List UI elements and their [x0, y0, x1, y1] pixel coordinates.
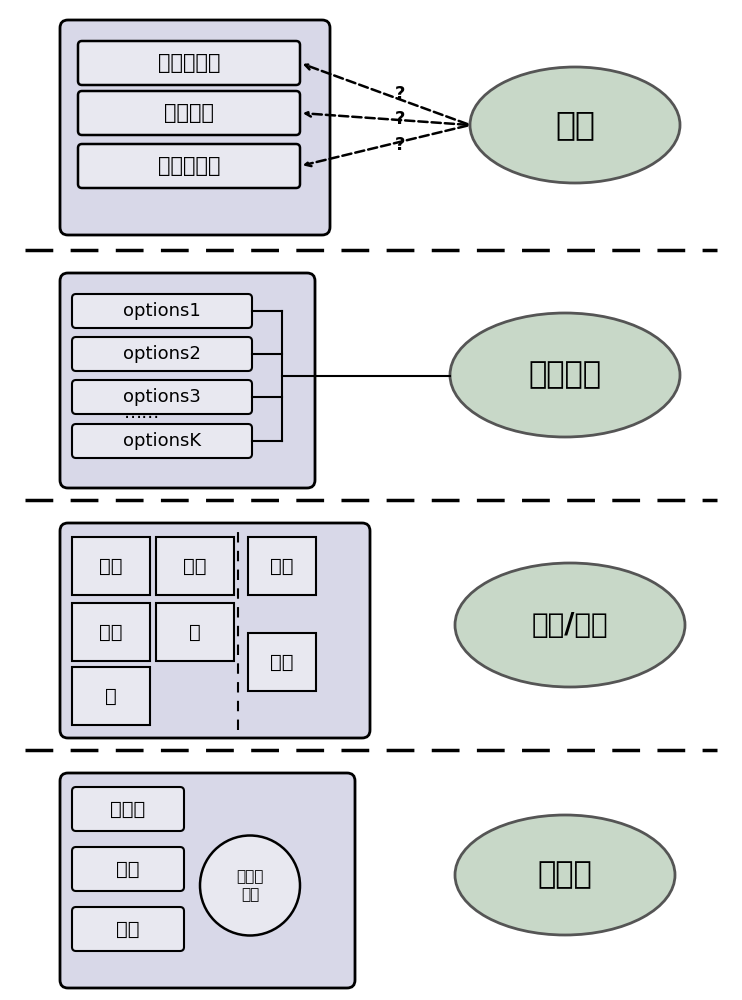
- FancyBboxPatch shape: [72, 847, 184, 891]
- FancyBboxPatch shape: [78, 91, 300, 135]
- Bar: [156, 603, 234, 661]
- Bar: [72, 667, 150, 725]
- FancyBboxPatch shape: [72, 380, 252, 414]
- FancyBboxPatch shape: [72, 424, 252, 458]
- Text: 关闭: 关闭: [183, 556, 207, 576]
- FancyBboxPatch shape: [60, 523, 370, 738]
- Bar: [72, 537, 150, 595]
- Text: 读: 读: [189, 622, 201, 642]
- Text: 注册/绑定: 注册/绑定: [532, 611, 608, 639]
- Text: options2: options2: [123, 345, 201, 363]
- Text: 写: 写: [105, 686, 117, 706]
- Text: ?: ?: [395, 110, 405, 128]
- Text: ……: ……: [124, 404, 160, 422]
- Text: options1: options1: [123, 302, 201, 320]
- Bar: [248, 633, 316, 691]
- Text: 周期性
监视: 周期性 监视: [236, 869, 263, 902]
- Text: 设备: 设备: [555, 108, 595, 141]
- FancyBboxPatch shape: [60, 20, 330, 235]
- Ellipse shape: [455, 815, 675, 935]
- Text: 设备抽象: 设备抽象: [528, 360, 602, 389]
- Text: 实例化: 实例化: [538, 860, 592, 890]
- Text: 卸载: 卸载: [116, 920, 139, 938]
- Circle shape: [200, 836, 300, 936]
- Text: optionsK: optionsK: [123, 432, 201, 450]
- FancyBboxPatch shape: [78, 41, 300, 85]
- FancyBboxPatch shape: [60, 273, 315, 488]
- Text: 操作: 操作: [116, 859, 139, 879]
- Text: 绑定: 绑定: [270, 556, 294, 576]
- Ellipse shape: [470, 67, 680, 183]
- Bar: [156, 537, 234, 595]
- FancyBboxPatch shape: [60, 773, 355, 988]
- Text: 块设备类: 块设备类: [164, 103, 214, 123]
- FancyBboxPatch shape: [72, 787, 184, 831]
- Text: 初始化: 初始化: [111, 800, 145, 818]
- Text: 注册: 注册: [270, 652, 294, 672]
- FancyBboxPatch shape: [78, 144, 300, 188]
- FancyBboxPatch shape: [72, 294, 252, 328]
- Text: 网络设备类: 网络设备类: [158, 156, 220, 176]
- Text: 控制: 控制: [99, 622, 122, 642]
- Text: options3: options3: [123, 388, 201, 406]
- Ellipse shape: [450, 313, 680, 437]
- FancyBboxPatch shape: [72, 907, 184, 951]
- Text: ?: ?: [395, 85, 405, 103]
- Text: 打开: 打开: [99, 556, 122, 576]
- Bar: [72, 603, 150, 661]
- Ellipse shape: [455, 563, 685, 687]
- Text: 字符设备类: 字符设备类: [158, 53, 220, 73]
- Text: ?: ?: [395, 136, 405, 154]
- FancyBboxPatch shape: [72, 337, 252, 371]
- Bar: [248, 537, 316, 595]
